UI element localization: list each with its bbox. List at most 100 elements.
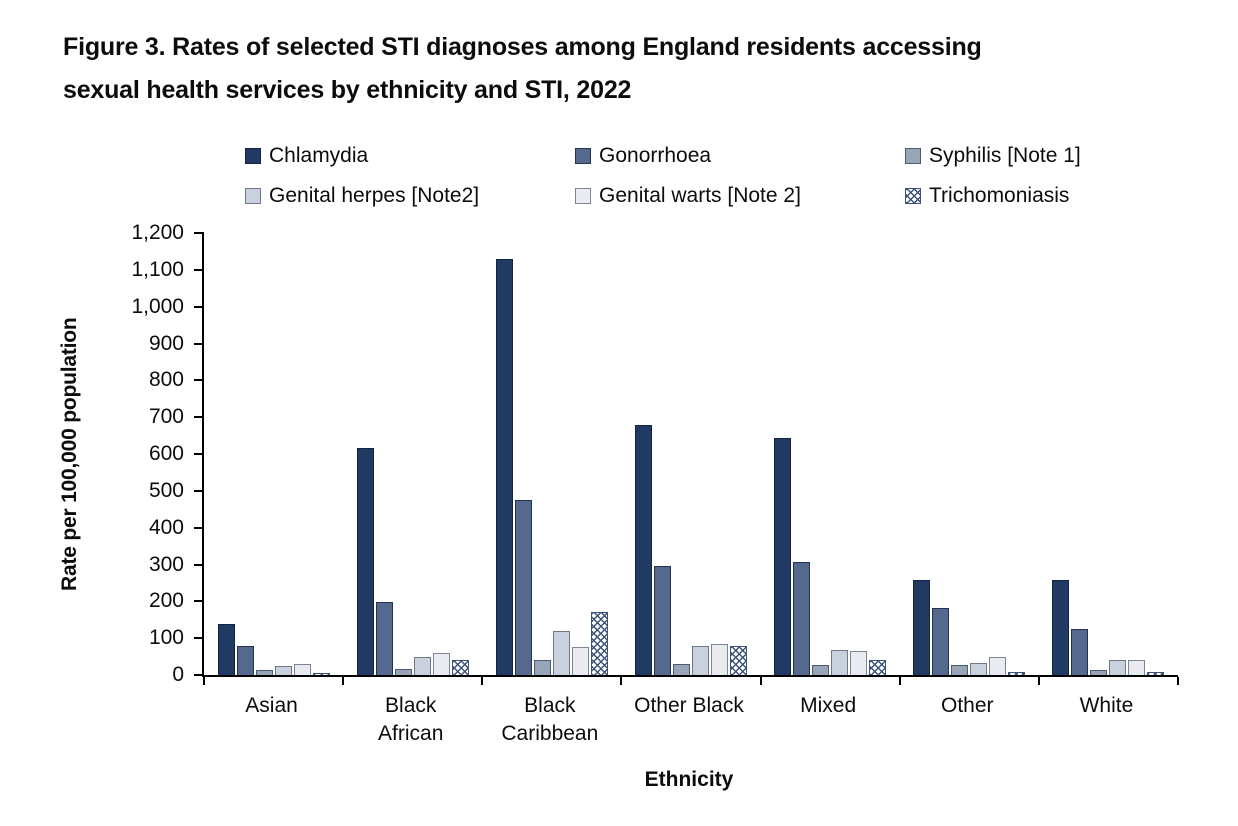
y-axis-tick	[194, 600, 204, 603]
y-axis-tick-label: 0	[172, 663, 184, 686]
category-label: Other	[941, 694, 994, 717]
bar	[1071, 629, 1089, 675]
y-axis-tick-label: 700	[148, 405, 184, 429]
legend-swatch-icon	[245, 148, 261, 164]
y-axis-tick	[194, 416, 204, 419]
bar	[514, 499, 532, 675]
legend-label: Genital warts [Note 2]	[599, 184, 801, 207]
bar	[913, 579, 931, 675]
bar	[1128, 660, 1146, 675]
bar	[1109, 660, 1127, 675]
legend: Chlamydia Gonorrhoea Syphilis [Note 1] Geni…	[245, 144, 1235, 208]
y-axis-tick	[194, 342, 204, 345]
bar	[571, 647, 589, 675]
bar-groups	[204, 233, 1178, 675]
legend-label: Syphilis [Note 1]	[929, 144, 1081, 167]
legend-swatch-icon	[905, 148, 921, 164]
bar	[432, 652, 450, 675]
bar	[1052, 579, 1070, 675]
y-axis-tick-label: 800	[148, 368, 184, 392]
legend-label: Genital herpes [Note2]	[269, 184, 480, 207]
y-axis-tick-label: 1,100	[131, 257, 184, 281]
bar	[831, 649, 849, 675]
legend-swatch-icon	[245, 188, 261, 204]
plot-area: 0 100 200 300 400 500 600 700 800 900 1,000 1,100 1,…	[131, 222, 1179, 686]
bar	[793, 562, 811, 675]
y-axis-tick	[194, 674, 204, 676]
bar	[255, 670, 273, 675]
y-axis-tick	[194, 232, 204, 234]
legend-label: Chlamydia	[269, 144, 369, 167]
legend-label: Trichomoniasis	[929, 184, 1070, 207]
category-label: White	[1079, 694, 1134, 717]
y-axis-tick-label: 100	[148, 626, 184, 650]
y-axis-tick-label: 300	[148, 552, 184, 576]
bar	[1008, 671, 1026, 675]
x-axis-tick	[1177, 677, 1179, 685]
y-axis-tick	[194, 305, 204, 308]
bar	[932, 608, 950, 675]
x-axis-tick	[203, 677, 205, 685]
legend-item: Gonorrhoea	[575, 144, 905, 168]
bar	[590, 612, 608, 675]
bar	[293, 663, 311, 675]
y-axis-tick-label: 900	[148, 331, 184, 355]
y-axis-tick	[194, 379, 204, 382]
bar	[672, 664, 690, 675]
bar	[451, 659, 469, 675]
bar	[634, 425, 652, 675]
bar	[729, 645, 747, 675]
bar	[413, 656, 431, 675]
bar	[356, 447, 374, 675]
bar	[274, 666, 292, 675]
bar	[394, 669, 412, 675]
bar	[533, 660, 551, 675]
bar	[495, 258, 513, 675]
x-axis-tick	[342, 677, 345, 685]
bar	[951, 665, 969, 675]
category-label: Mixed	[800, 694, 857, 717]
x-axis-tick	[1037, 677, 1040, 685]
y-axis-tick	[194, 268, 204, 271]
y-axis-tick	[194, 453, 204, 455]
bar	[552, 631, 570, 675]
bar	[812, 665, 830, 675]
category-label: Other Black	[634, 694, 744, 717]
y-axis-tick-label: 1,000	[131, 294, 184, 318]
y-axis-tick-label: 1,200	[131, 221, 184, 244]
legend-swatch-icon	[905, 188, 921, 204]
y-axis-tick-label: 200	[148, 589, 184, 613]
x-axis-tick	[898, 677, 901, 685]
x-axis-category-labels: Asian Black African Black Caribbean Other B…	[202, 692, 1176, 748]
legend-item: Syphilis [Note 1]	[905, 144, 1235, 168]
y-axis-tick-label: 600	[148, 442, 184, 465]
y-axis-tick	[194, 563, 204, 566]
x-axis-tick	[620, 677, 623, 685]
bar	[691, 645, 709, 675]
bar	[989, 656, 1007, 675]
bar-group	[1039, 233, 1178, 675]
y-axis-tick	[194, 489, 204, 492]
legend-swatch-icon	[575, 188, 591, 204]
bar-group	[900, 233, 1039, 675]
y-axis-title: Rate per 100,000 population	[58, 317, 81, 591]
legend-label: Gonorrhoea	[599, 144, 712, 167]
bar	[1090, 670, 1108, 675]
bar	[710, 643, 728, 675]
bar-group	[482, 233, 621, 675]
bar	[970, 662, 988, 675]
bar-group	[343, 233, 482, 675]
category-label: Black Caribbean	[501, 694, 599, 745]
chart-title: Figure 3. Rates of selected STI diagnose…	[63, 26, 1173, 112]
category-label: Black African	[378, 694, 444, 745]
chart-title-line-1: Figure 3. Rates of selected STI diagnose…	[63, 33, 982, 61]
legend-item: Genital herpes [Note2]	[245, 184, 575, 208]
bar	[850, 651, 868, 675]
x-axis-title: Ethnicity	[644, 768, 734, 791]
bar	[774, 438, 792, 675]
bar-group	[761, 233, 900, 675]
bar	[312, 672, 330, 675]
chart-title-line-2: sexual health services by ethnicity and …	[63, 76, 632, 104]
y-axis-tick-label: 500	[148, 478, 184, 502]
